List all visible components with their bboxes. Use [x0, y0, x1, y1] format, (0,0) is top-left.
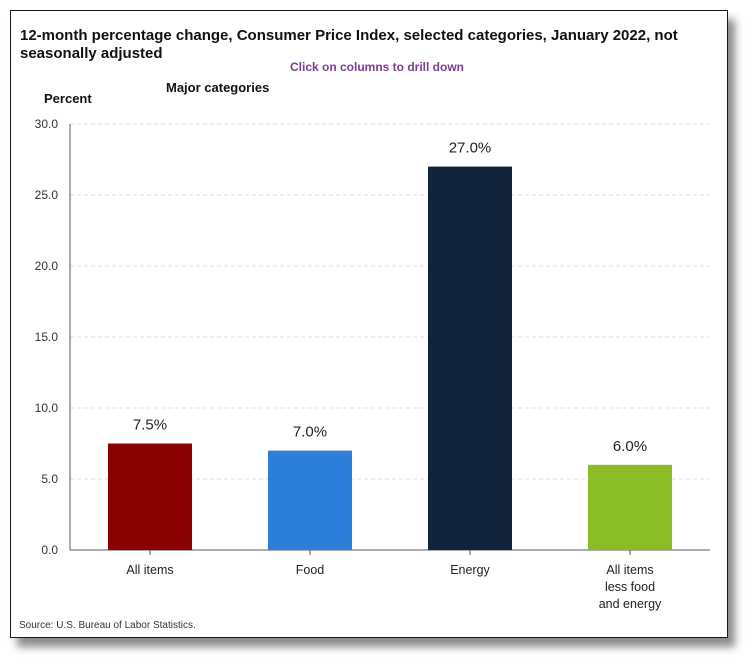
x-tick-label: Energy — [450, 563, 490, 577]
x-tick-label: Food — [296, 563, 325, 577]
x-tick-label: All items — [606, 563, 653, 577]
data-label: 27.0% — [449, 140, 492, 157]
category-group-label: Major categories — [166, 80, 270, 95]
x-tick-label: less food — [605, 580, 655, 594]
bar[interactable] — [108, 443, 192, 551]
y-tick-label: 0.0 — [41, 543, 58, 557]
y-tick-label: 20.0 — [35, 259, 59, 273]
bar[interactable] — [268, 450, 352, 550]
data-label: 7.0% — [293, 424, 327, 441]
bar[interactable] — [428, 166, 512, 550]
chart-title: 12-month percentage change, Consumer Pri… — [20, 27, 678, 62]
drill-down-link[interactable]: Click on columns to drill down — [289, 60, 464, 74]
y-axis-title: Percent — [44, 91, 92, 106]
source-note: Source: U.S. Bureau of Labor Statistics. — [19, 620, 196, 631]
y-tick-label: 15.0 — [35, 330, 59, 344]
x-tick-label: All items — [126, 563, 173, 577]
y-tick-label: 10.0 — [35, 401, 59, 415]
x-tick-label: and energy — [599, 597, 662, 611]
data-label: 7.5% — [133, 417, 167, 434]
y-tick-label: 30.0 — [35, 117, 59, 131]
y-tick-label: 25.0 — [35, 188, 59, 202]
y-tick-label: 5.0 — [41, 472, 58, 486]
data-label: 6.0% — [613, 438, 647, 455]
bar[interactable] — [588, 464, 672, 550]
